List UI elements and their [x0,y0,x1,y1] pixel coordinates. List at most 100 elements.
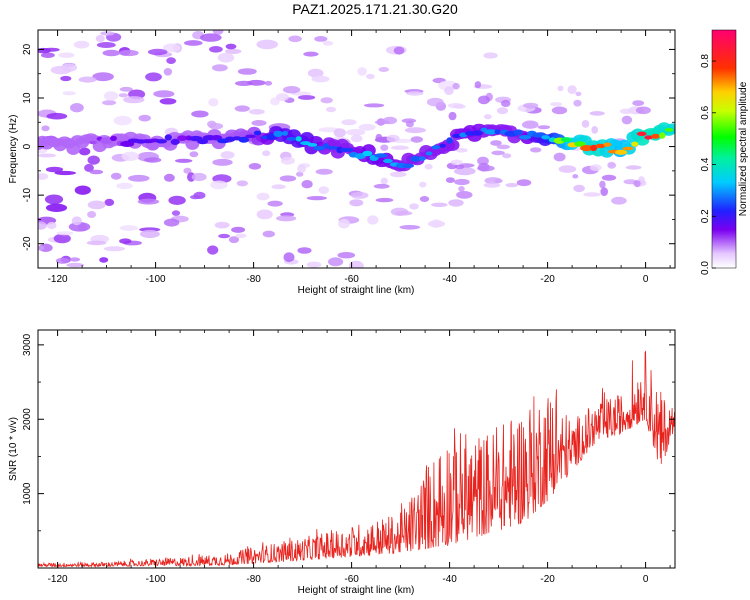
x-tick-label: 0 [643,574,649,585]
spectrogram-noise-blob [118,93,129,98]
spectrogram-noise-blob [445,177,455,184]
spectrogram-noise-blob [78,147,91,156]
x-tick-label: -60 [344,574,359,585]
spectrogram-noise-blob [297,247,312,254]
x-tick-label: -60 [344,274,359,285]
x-tick-label: -40 [442,274,457,285]
spectrogram-noise-blob [123,96,145,104]
spectrogram-noise-blob [496,144,510,150]
spectrogram-noise-blob [92,72,114,82]
spectrogram-noise-blob [483,182,501,188]
ridge-core [197,138,209,145]
spectrogram-noise-blob [378,67,390,72]
spectrogram-noise-blob [337,252,356,259]
spectrogram-noise-blob [42,47,60,52]
spectrogram-noise-blob [280,156,295,165]
spectrogram-noise-blob [322,40,334,46]
spectrogram-noise-blob [207,120,217,128]
spectrogram-noise-blob [405,120,414,128]
ridge-core [326,146,340,150]
spectrogram-noise-blob [474,81,482,89]
spectrogram-noise-blob [73,40,90,49]
ridge-core [170,138,180,145]
spectrogram-noise-blob [477,165,495,172]
ridge-core [590,144,598,152]
snr-series-line [38,350,675,568]
spectrogram-noise-blob [163,218,180,227]
ridge-core [471,130,483,136]
spectrogram-noise-blob [496,107,509,115]
ridge-core [659,132,666,139]
spectrogram-noise-blob [217,52,235,63]
colorbar-tick-label: 0.2 [700,209,711,223]
spectrogram-noise-blob [551,106,568,115]
spectrogram-noise-blob [231,226,246,233]
spectrogram-noise-blob [60,75,72,82]
x-tick-label: -20 [540,274,555,285]
spectrogram-noise-blob [164,173,175,182]
spectrogram-noise-blob [502,153,512,159]
spectrogram-noise-blob [424,163,433,170]
spectrogram-noise-blob [236,180,248,187]
y-tick-label: 20 [22,43,33,55]
spectrogram-noise-blob [96,42,116,48]
ridge-core [307,143,318,147]
ridge-core [574,141,586,147]
spectrogram-noise-blob [116,182,133,190]
spectrogram-noise-blob [234,105,250,112]
ridge-core [418,156,426,162]
ridge-core [266,133,276,140]
spectrogram-noise-blob [600,187,608,197]
spectrogram-noise-blob [389,171,407,178]
ridge-core [238,136,250,143]
ridge-core [631,141,639,147]
spectrogram-noise-blob [38,245,45,251]
spectrogram-noise-blob [271,184,286,190]
spectrogram-noise-blob [315,168,333,175]
ridge-core [431,145,441,150]
spectrogram-noise-blob [262,230,275,238]
spectrogram-noise-blob [448,111,457,121]
spectrogram-noise-blob [341,119,357,126]
spectrogram-noise-blob [458,186,465,192]
spectrogram-noise-blob [349,199,364,207]
spectrogram-noise-blob [55,257,70,264]
spectrogram-noise-blob [102,100,117,106]
spectrogram-noise-blob [45,203,68,212]
spectrogram-noise-blob [220,151,235,159]
spectrogram-noise-blob [505,183,519,188]
spectrogram-noise-blob [119,225,139,231]
ridge-core [651,133,660,139]
spectrogram-noise-blob [380,177,388,185]
spectrogram-noise-blob [54,170,76,176]
spectrogram-noise-blob [573,184,585,193]
spectrogram-noise-blob [297,164,307,173]
x-tick-label: -120 [48,274,68,285]
spectrogram-noise-blob [138,114,151,122]
spectrogram-noise-blob [320,97,333,104]
ridge-core [615,149,628,155]
spectrogram-noise-blob [296,171,304,177]
ridge-core [282,130,288,136]
spectrogram-noise-blob [333,128,346,138]
spectrogram-noise-blob [454,178,470,186]
ridge-core [253,130,262,136]
spectrogram-noise-blob [591,125,598,134]
spectrogram-noise-blob [409,203,419,210]
spectrogram-noise-blob [191,172,207,182]
spectrogram-noise-blob [190,195,200,200]
spectrogram-noise-blob [393,46,405,55]
x-tick-label: -80 [246,274,261,285]
spectrogram-noise-blob [382,116,398,125]
spectrogram-noise-blob [38,221,47,230]
spectrogram-noise-blob [256,39,279,50]
spectrogram-noise-blob [128,174,150,182]
ridge-core [336,146,344,154]
spectrogram-noise-blob [166,57,176,64]
spectrogram-noise-blob [208,98,219,107]
y-tick-label: 1000 [22,482,33,505]
spectrogram-noise-blob [87,155,100,165]
spectrogram-noise-blob [350,134,363,143]
